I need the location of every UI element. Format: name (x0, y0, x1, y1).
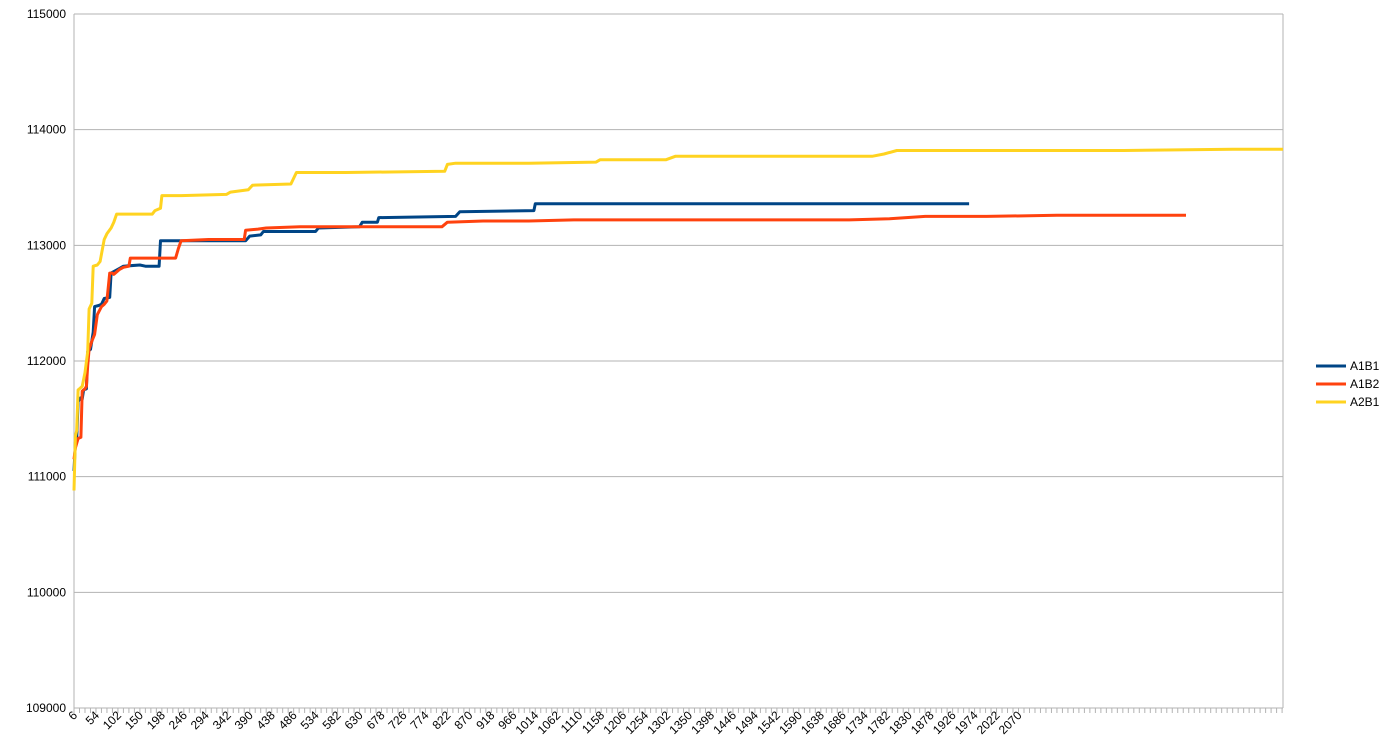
x-tick-label: 1254 (622, 708, 651, 737)
x-tick-label: 1398 (688, 708, 717, 737)
series-line-a2b1 (72, 147, 1283, 491)
x-tick-label: 2022 (974, 708, 1003, 737)
x-tick-label: 1686 (820, 708, 849, 737)
x-tick-label: 1830 (886, 708, 915, 737)
x-tick-label: 1110 (558, 708, 586, 736)
x-tick-label: 1206 (600, 708, 629, 737)
y-tick-label: 113000 (27, 238, 66, 252)
x-tick-label: 1062 (535, 708, 564, 737)
y-tick-label: 110000 (27, 585, 66, 599)
legend: A1B1 A1B2 A2B1 (1316, 359, 1380, 409)
x-tick-label: 1974 (952, 708, 981, 737)
x-tick-label: 1158 (579, 708, 607, 736)
x-tick-label: 1542 (754, 708, 783, 737)
x-tick-label: 54 (83, 708, 103, 728)
y-tick-label: 115000 (27, 7, 66, 21)
y-tick-label: 112000 (27, 354, 66, 368)
x-tick-label: 1734 (842, 708, 871, 737)
x-tick-label: 1638 (798, 708, 827, 737)
series-line-a1b2 (72, 213, 1186, 460)
y-tick-label: 109000 (26, 701, 66, 715)
y-axis-tick-labels: 109000 110000 111000 112000 113000 114000 1150… (26, 7, 66, 715)
y-tick-label: 114000 (27, 123, 66, 137)
legend-label-a1b2: A1B2 (1350, 377, 1380, 391)
x-tick-label: 1782 (864, 708, 893, 737)
gridlines (73, 13, 1284, 709)
x-tick-label: 2070 (996, 708, 1025, 737)
x-axis-minor-ticks (73, 708, 1283, 713)
x-tick-label: 1350 (666, 708, 695, 737)
series-line-a1b1 (72, 202, 970, 471)
legend-label-a2b1: A2B1 (1350, 395, 1380, 409)
x-tick-label: 1926 (930, 708, 959, 737)
x-tick-label: 1014 (513, 708, 542, 737)
x-tick-label: 1302 (644, 708, 673, 737)
x-tick-label: 1590 (776, 708, 805, 737)
x-tick-label: 1446 (710, 708, 739, 737)
legend-label-a1b1: A1B1 (1350, 359, 1380, 373)
x-tick-label: 6 (65, 708, 80, 723)
y-tick-label: 111000 (28, 470, 67, 484)
x-tick-label: 1878 (908, 708, 937, 737)
x-tick-label: 1494 (732, 708, 761, 737)
series-lines (72, 147, 1283, 491)
